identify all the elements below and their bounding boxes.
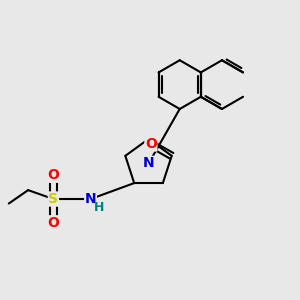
Text: O: O xyxy=(47,216,59,230)
Text: H: H xyxy=(94,201,104,214)
Text: O: O xyxy=(145,137,157,151)
Text: O: O xyxy=(47,168,59,182)
Text: N: N xyxy=(143,156,154,170)
Text: S: S xyxy=(48,192,59,206)
Text: N: N xyxy=(85,192,96,206)
